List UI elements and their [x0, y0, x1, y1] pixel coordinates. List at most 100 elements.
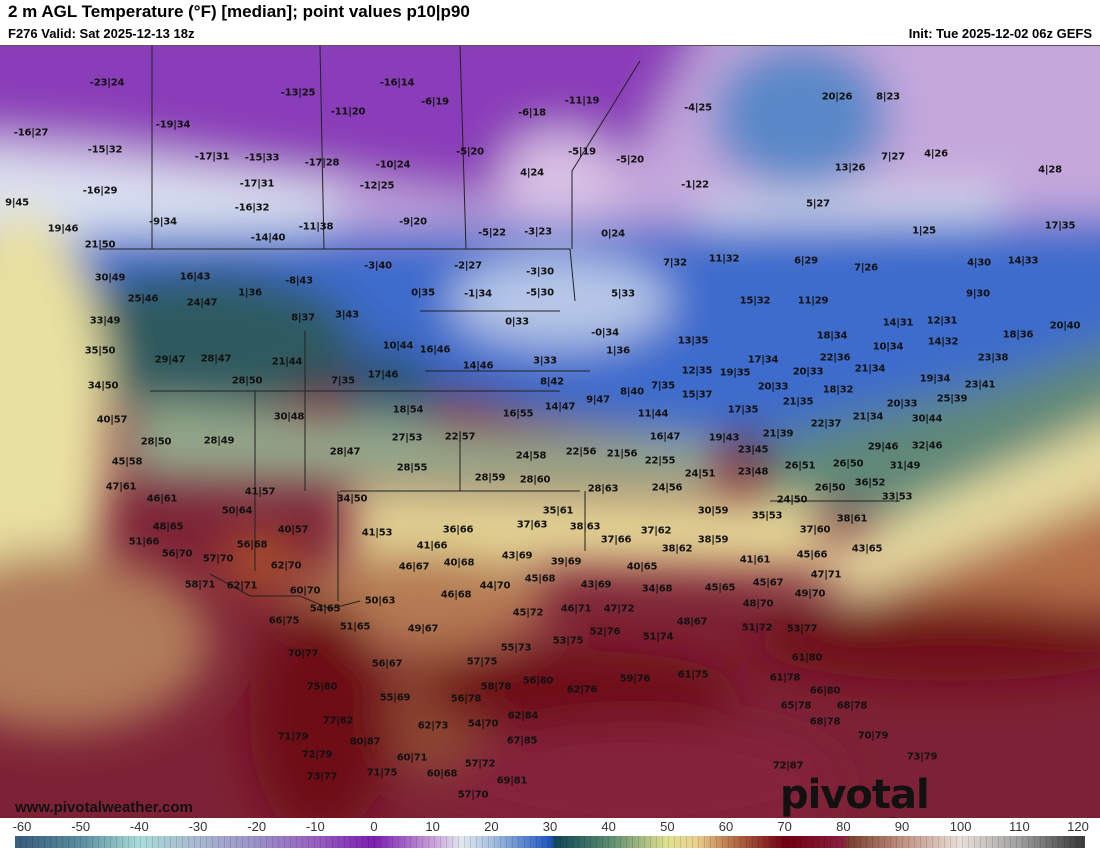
point-value: 35|61 — [542, 505, 574, 517]
point-value: 21|44 — [271, 356, 303, 368]
point-value: 24|50 — [776, 494, 808, 506]
point-value: 57|70 — [457, 789, 489, 801]
point-value: 8|40 — [620, 386, 644, 398]
point-value: 30|48 — [273, 411, 305, 423]
point-value: 25|46 — [127, 293, 159, 305]
point-value: 68|78 — [809, 716, 841, 728]
point-value: 38|61 — [836, 513, 868, 525]
point-value: 60|70 — [289, 585, 321, 597]
point-value: 6|29 — [794, 255, 818, 267]
point-value: 26|51 — [784, 460, 816, 472]
point-value: 41|66 — [416, 540, 448, 552]
point-value: 18|54 — [392, 404, 424, 416]
point-value: 20|40 — [1049, 320, 1081, 332]
point-value: 34|68 — [641, 583, 673, 595]
init-time: Init: Tue 2025-12-02 06z GEFS — [908, 26, 1092, 41]
color-legend: -60 -50 -40 -30 -20 -10 0 10 20 30 40 50 60 70 80 90 100… — [0, 818, 1100, 850]
point-value: 10|34 — [872, 341, 904, 353]
point-value: 7|26 — [854, 262, 878, 274]
point-value: 38|63 — [569, 521, 601, 533]
point-value: -2|27 — [454, 260, 482, 272]
point-value: 24|51 — [684, 468, 716, 480]
point-value: 29|47 — [154, 354, 186, 366]
point-value: 22|36 — [819, 352, 851, 364]
point-value: 12|35 — [681, 365, 713, 377]
point-value: 16|47 — [649, 431, 681, 443]
point-value: 22|57 — [444, 431, 476, 443]
point-value: 19|46 — [47, 223, 79, 235]
point-value: 16|46 — [419, 344, 451, 356]
point-value: 28|55 — [396, 462, 428, 474]
point-value: -10|24 — [375, 159, 411, 171]
point-value: 61|80 — [791, 652, 823, 664]
point-value: 40|57 — [277, 524, 309, 536]
point-value: 20|33 — [886, 398, 918, 410]
point-value: 18|34 — [816, 330, 848, 342]
point-value: 28|50 — [231, 375, 263, 387]
legend-tick-label: 30 — [542, 819, 558, 834]
point-value: 58|78 — [480, 681, 512, 693]
point-value: -5|20 — [456, 146, 484, 158]
point-value: -15|33 — [244, 152, 280, 164]
point-value: 28|63 — [587, 483, 619, 495]
point-value: -16|27 — [13, 127, 49, 139]
point-value: 14|46 — [462, 360, 494, 372]
point-value: 11|32 — [708, 253, 740, 265]
point-value: 12|31 — [926, 315, 958, 327]
point-value: 18|36 — [1002, 329, 1034, 341]
point-value: 21|34 — [854, 363, 886, 375]
point-value: 7|27 — [881, 151, 905, 163]
point-value: -5|19 — [568, 146, 596, 158]
point-value: 1|25 — [912, 225, 936, 237]
point-value: 45|66 — [796, 549, 828, 561]
point-value: 72|87 — [772, 760, 804, 772]
point-value: 66|75 — [268, 615, 300, 627]
point-value: 60|71 — [396, 752, 428, 764]
point-value: 26|50 — [832, 458, 864, 470]
point-value: 61|75 — [677, 669, 709, 681]
point-value: 56|78 — [450, 693, 482, 705]
point-value: 8|42 — [540, 376, 564, 388]
point-value: -11|19 — [564, 95, 600, 107]
point-value: 8|23 — [876, 91, 900, 103]
point-value: 37|66 — [600, 534, 632, 546]
legend-tick-label: 60 — [718, 819, 734, 834]
point-value: 13|35 — [677, 335, 709, 347]
point-value: 46|61 — [146, 493, 178, 505]
point-value: 48|67 — [676, 616, 708, 628]
point-value: 1|36 — [238, 287, 262, 299]
point-value: 56|70 — [161, 548, 193, 560]
point-value: 45|67 — [752, 577, 784, 589]
point-value: 25|39 — [936, 393, 968, 405]
point-value: -23|24 — [89, 77, 125, 89]
point-value: 28|47 — [200, 353, 232, 365]
point-value: 15|37 — [681, 389, 713, 401]
point-value: 53|77 — [786, 623, 818, 635]
legend-tick-label: 80 — [836, 819, 851, 834]
point-value: 3|33 — [533, 355, 557, 367]
point-value: 20|33 — [792, 366, 824, 378]
point-value: -5|22 — [478, 227, 506, 239]
point-value: 55|73 — [500, 642, 532, 654]
temperature-map[interactable]: -23|24 -13|25 -16|14 -6|19 -11|20 -6|18 -11|19… — [0, 45, 1100, 819]
point-value: 27|53 — [391, 432, 423, 444]
point-value: 9|30 — [966, 288, 990, 300]
point-value: 7|35 — [331, 375, 355, 387]
point-value: -19|34 — [155, 119, 191, 131]
point-value: 14|47 — [544, 401, 576, 413]
point-value: 56|80 — [522, 675, 554, 687]
legend-tick-label: 20 — [484, 819, 499, 834]
point-value: 28|50 — [140, 436, 172, 448]
point-value: 8|37 — [291, 312, 315, 324]
point-value: 62|84 — [507, 710, 539, 722]
point-value: 22|56 — [565, 446, 597, 458]
point-value: 31|49 — [889, 460, 921, 472]
point-value: 29|46 — [867, 441, 899, 453]
point-value: 43|65 — [851, 543, 883, 555]
point-value: -12|25 — [359, 180, 395, 192]
point-value: 11|29 — [797, 295, 829, 307]
point-value: 56|68 — [236, 539, 268, 551]
point-value: 24|47 — [186, 297, 218, 309]
point-value: 7|35 — [651, 380, 675, 392]
point-value: 45|58 — [111, 456, 143, 468]
